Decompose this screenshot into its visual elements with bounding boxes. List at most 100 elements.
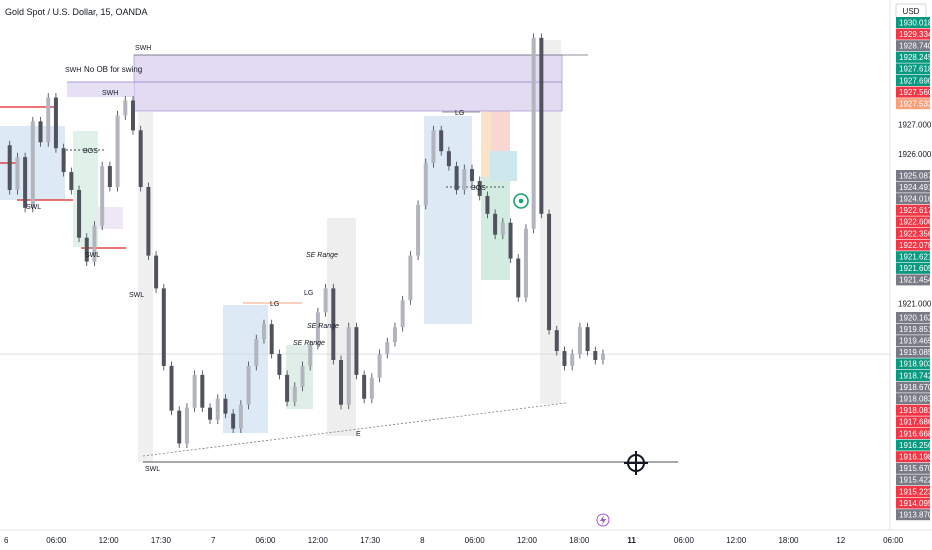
price-label: 1928.245 (896, 51, 932, 63)
price-label-bg (896, 416, 930, 428)
candle-body (277, 354, 282, 375)
price-label-text: 1919.851 (899, 325, 932, 334)
candle-body (547, 213, 552, 331)
price-label-bg (896, 497, 930, 509)
candle-body (315, 312, 320, 346)
candle-body (500, 222, 505, 235)
price-label-text: 1915.223 (899, 487, 932, 496)
candle-body (562, 351, 567, 366)
candle-body (593, 351, 598, 360)
price-label-bg (896, 370, 930, 381)
price-label-bg (896, 86, 930, 98)
annotation-swh: SWH (135, 45, 151, 52)
price-label-bg (896, 451, 930, 463)
candle-body (585, 327, 590, 352)
candle-body (346, 327, 351, 405)
price-label: 1919.085 (896, 346, 932, 358)
candle-body (261, 324, 266, 340)
price-label-text: 1916.668 (899, 429, 932, 438)
x-tick-label: 06:00 (255, 536, 276, 545)
candle-body (400, 300, 405, 328)
price-label-text: 1925.087 (899, 171, 932, 180)
price-label: 1917.686 (896, 416, 932, 428)
price-label: 1929.334 (896, 28, 932, 40)
price-label-bg (896, 274, 930, 286)
candle-body (246, 365, 251, 405)
candle-body (470, 169, 475, 182)
currency-button[interactable]: USD (895, 3, 927, 19)
price-label-bg (896, 462, 930, 474)
price-label-text: 1918.670 (899, 383, 932, 392)
candle-body (477, 181, 482, 196)
candle-body (184, 407, 189, 444)
price-label: 1925.087 (896, 170, 932, 181)
candle-body (130, 100, 135, 131)
x-tick-label: 12:00 (726, 536, 747, 545)
x-tick-label: 12:00 (308, 536, 329, 545)
price-label-bg (896, 509, 930, 521)
price-label: 1930.018 (896, 17, 932, 28)
price-label-text: 1930.018 (899, 18, 932, 27)
candle-body (269, 324, 274, 355)
candle-body (254, 339, 259, 366)
price-label: 1921.454 (896, 274, 932, 286)
price-label-bg (896, 404, 930, 416)
candle-body (100, 166, 105, 226)
x-tick-label: 17:30 (360, 536, 381, 545)
candle-body (161, 288, 166, 366)
candle-body (154, 255, 159, 289)
price-label-text: 1918.903 (899, 360, 932, 369)
price-label-text: 1922.078 (899, 241, 932, 250)
x-tick-label: 12:00 (99, 536, 120, 545)
price-label-bg (896, 251, 930, 263)
candle-body (446, 151, 451, 167)
crosshair-target-icon[interactable] (624, 451, 648, 475)
x-tick-label: 17:30 (151, 536, 172, 545)
price-label-bg (896, 51, 930, 63)
price-label: 1918.081 (896, 404, 932, 416)
candle-body (323, 288, 328, 313)
price-label: 1918.670 (896, 381, 932, 393)
candle-body (377, 354, 382, 378)
candle-body (416, 204, 421, 256)
candle-body (493, 213, 498, 235)
price-label-text: 1927.690 (899, 76, 932, 85)
candle-body (30, 121, 35, 208)
candle-body (462, 169, 467, 190)
candle-body (508, 222, 513, 259)
price-label-bg (896, 262, 930, 274)
annotation-swl: SWL (129, 292, 144, 299)
x-tick-label: 06:00 (883, 536, 904, 545)
candle-body (369, 377, 374, 399)
candle-body (84, 237, 89, 262)
candle-body (308, 345, 313, 366)
price-label-text: 1921.605 (899, 264, 932, 273)
candle-body (431, 130, 436, 164)
price-label-text: 1914.095 (899, 499, 932, 508)
eye-icon[interactable] (513, 193, 529, 209)
price-label: 1918.083 (896, 393, 932, 405)
annotation-lg: LG (455, 110, 464, 117)
candle-body (15, 157, 20, 190)
price-label-text: 1920.162 (899, 313, 932, 322)
candle-body (516, 258, 521, 298)
zone-box (424, 116, 472, 324)
lightning-icon[interactable] (596, 513, 610, 527)
x-tick-label: 8 (420, 536, 425, 545)
supply-zone (133, 54, 563, 112)
candle-body (231, 413, 236, 429)
price-label-bg (896, 228, 930, 239)
candle-body (192, 374, 197, 408)
annotation-swl: SWL (26, 204, 41, 211)
price-label: 1915.223 (896, 486, 932, 497)
candle-body (354, 327, 359, 375)
price-label-text: 1924.016 (899, 195, 932, 204)
candle-body (208, 407, 213, 420)
price-label-text: 1921.454 (899, 276, 932, 285)
price-series (7, 33, 605, 448)
price-label-bg (896, 17, 930, 28)
candle-body (339, 359, 344, 405)
price-label: 1920.162 (896, 312, 932, 323)
candle-body (385, 342, 390, 355)
